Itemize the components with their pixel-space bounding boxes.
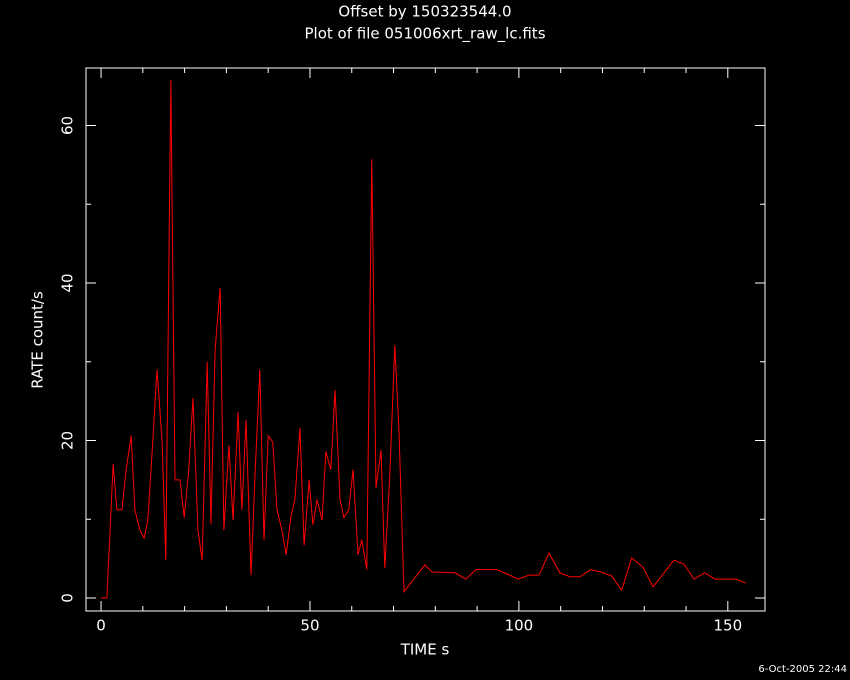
y-tick-label: 0	[59, 593, 77, 603]
y-axis-label: RATE count/s	[29, 291, 47, 389]
x-tick-label: 50	[300, 617, 319, 635]
x-tick-label: 0	[96, 617, 106, 635]
x-tick-label: 100	[505, 617, 534, 635]
chart-subtitle: Plot of file 051006xrt_raw_lc.fits	[304, 25, 545, 44]
x-tick-label: 150	[713, 617, 742, 635]
x-axis-label: TIME s	[400, 641, 450, 659]
timestamp: 6-Oct-2005 22:44	[758, 664, 847, 675]
y-tick-label: 40	[59, 273, 77, 292]
data-line	[101, 79, 746, 599]
y-tick-label: 20	[59, 431, 77, 450]
y-tick-label: 60	[59, 116, 77, 135]
plot-frame	[85, 67, 766, 612]
chart-title: Offset by 150323544.0	[338, 3, 511, 21]
